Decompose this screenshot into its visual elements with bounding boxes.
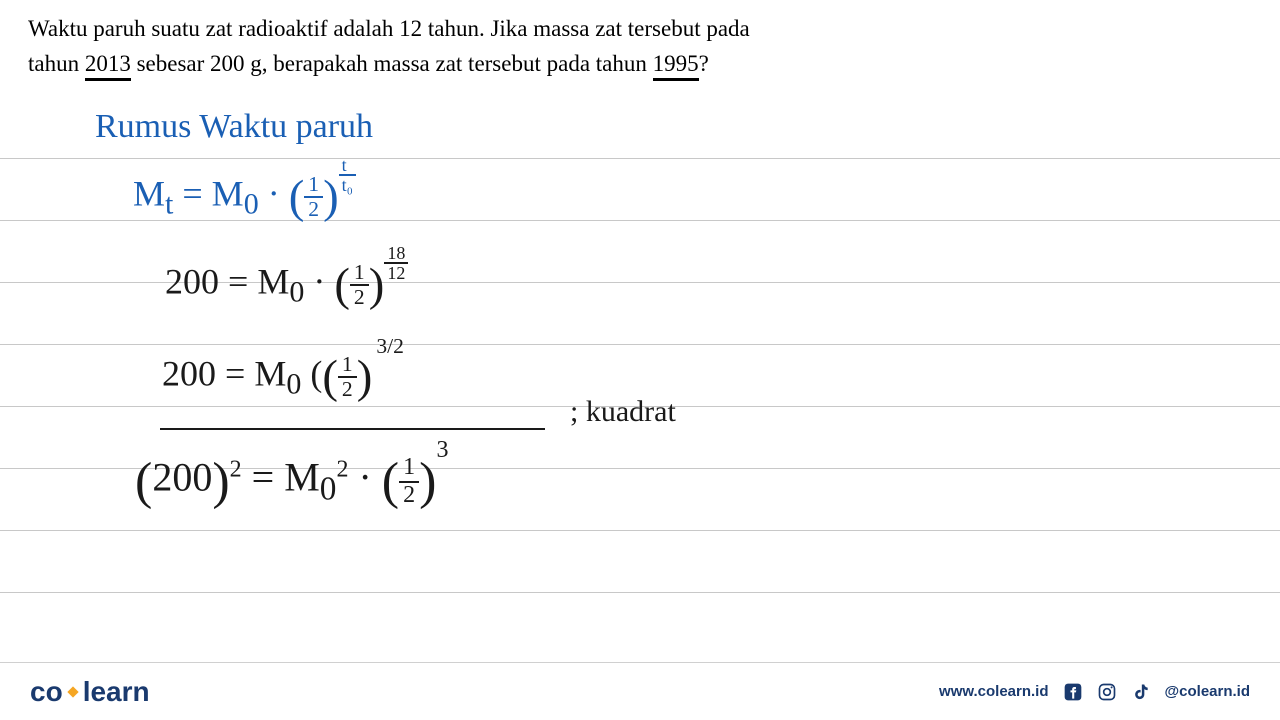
fraction-half: 12	[338, 353, 357, 400]
sub-0: 0	[289, 275, 304, 308]
rparen: )	[212, 453, 229, 510]
handwriting-line4: (200)2 = M02 · (12)3	[135, 452, 448, 511]
sub-0: 0	[244, 187, 259, 220]
rparen: )	[323, 171, 339, 223]
footer-right: www.colearn.id @colearn.id	[939, 682, 1250, 702]
question-text: Waktu paruh suatu zat radioaktif adalah …	[28, 12, 1220, 81]
lparen: (	[382, 453, 399, 510]
sub-0: 0	[286, 367, 301, 400]
fraction-half: 12	[399, 455, 419, 507]
question-line2-mid: sebesar 200 g, berapakah massa zat terse…	[131, 51, 653, 76]
fraction-half: 12	[350, 261, 369, 308]
website-url: www.colearn.id	[939, 683, 1048, 700]
handwriting-title: Rumus Waktu paruh	[95, 108, 373, 146]
val-200: 200 =	[162, 353, 254, 393]
question-line1: Waktu paruh suatu zat radioaktif adalah …	[28, 16, 750, 41]
dot: ·	[358, 455, 381, 500]
squared: 2	[230, 456, 242, 482]
equation-underline	[160, 428, 545, 430]
rparen: )	[419, 453, 436, 510]
exponent: 3	[436, 437, 448, 463]
exp-den: 12	[384, 264, 408, 282]
footer-bar: co learn www.colearn.id @colearn.id	[0, 662, 1280, 720]
dot: ·	[268, 173, 289, 213]
lparen: (	[289, 171, 305, 223]
num: 1	[399, 455, 419, 482]
val-200: 200 =	[165, 261, 257, 301]
logo-co: co	[30, 676, 63, 708]
handwriting-formula: Mt = M0 · (12)tt₀	[133, 170, 356, 224]
equals: =	[252, 455, 285, 500]
social-handle: @colearn.id	[1165, 683, 1250, 700]
var-m0: M	[284, 455, 320, 500]
den: 2	[304, 198, 323, 221]
rparen: )	[369, 259, 385, 311]
den: 2	[399, 483, 419, 508]
exponent: 3/2	[376, 334, 404, 358]
handwriting-line3: 200 = M0 ((12)3/2	[162, 350, 400, 404]
num: 1	[304, 173, 323, 198]
colearn-logo: co learn	[30, 676, 150, 708]
exp-num: 18	[384, 244, 408, 264]
num: 1	[338, 353, 357, 378]
var-m0: M	[212, 173, 244, 213]
exp-den: t₀	[339, 176, 356, 194]
year-2013: 2013	[85, 51, 131, 81]
facebook-icon	[1063, 682, 1083, 702]
fraction-half: 12	[304, 173, 323, 220]
equals: =	[182, 173, 211, 213]
num: 1	[350, 261, 369, 286]
exponent-fraction: tt₀	[339, 156, 356, 194]
sub-t: t	[165, 187, 173, 220]
handwriting-line2: 200 = M0 · (12)1812	[165, 258, 408, 312]
year-1995: 1995	[653, 51, 699, 81]
rparen: )	[357, 351, 373, 403]
lparen: (	[334, 259, 350, 311]
question-line2-post: ?	[699, 51, 709, 76]
var-m0: M	[254, 353, 286, 393]
val-200: 200	[152, 455, 212, 500]
squared: 2	[336, 456, 348, 482]
den: 2	[350, 286, 369, 309]
logo-diamond-icon	[67, 686, 78, 697]
question-line2-pre: tahun	[28, 51, 85, 76]
var-mt: M	[133, 173, 165, 213]
logo-learn: learn	[83, 676, 150, 708]
exp-num: t	[339, 156, 356, 176]
handwriting-kuadrat: ; kuadrat	[570, 395, 676, 429]
dot: ·	[313, 261, 334, 301]
sub-0: 0	[320, 471, 337, 508]
tiktok-icon	[1131, 682, 1151, 702]
lparen: (	[135, 453, 152, 510]
lparen: (	[310, 353, 322, 393]
var-m0: M	[257, 261, 289, 301]
instagram-icon	[1097, 682, 1117, 702]
den: 2	[338, 378, 357, 401]
exponent-fraction: 1812	[384, 244, 408, 282]
